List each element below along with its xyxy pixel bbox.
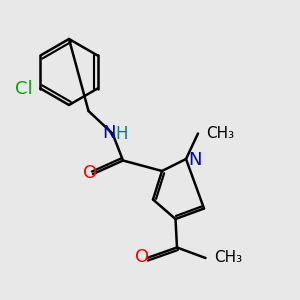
- Text: O: O: [135, 248, 150, 266]
- Text: H: H: [115, 125, 128, 143]
- Text: CH₃: CH₃: [206, 126, 235, 141]
- Text: N: N: [188, 151, 202, 169]
- Text: CH₃: CH₃: [214, 250, 243, 266]
- Text: N: N: [102, 124, 116, 142]
- Text: O: O: [83, 164, 97, 182]
- Text: Cl: Cl: [15, 80, 33, 98]
